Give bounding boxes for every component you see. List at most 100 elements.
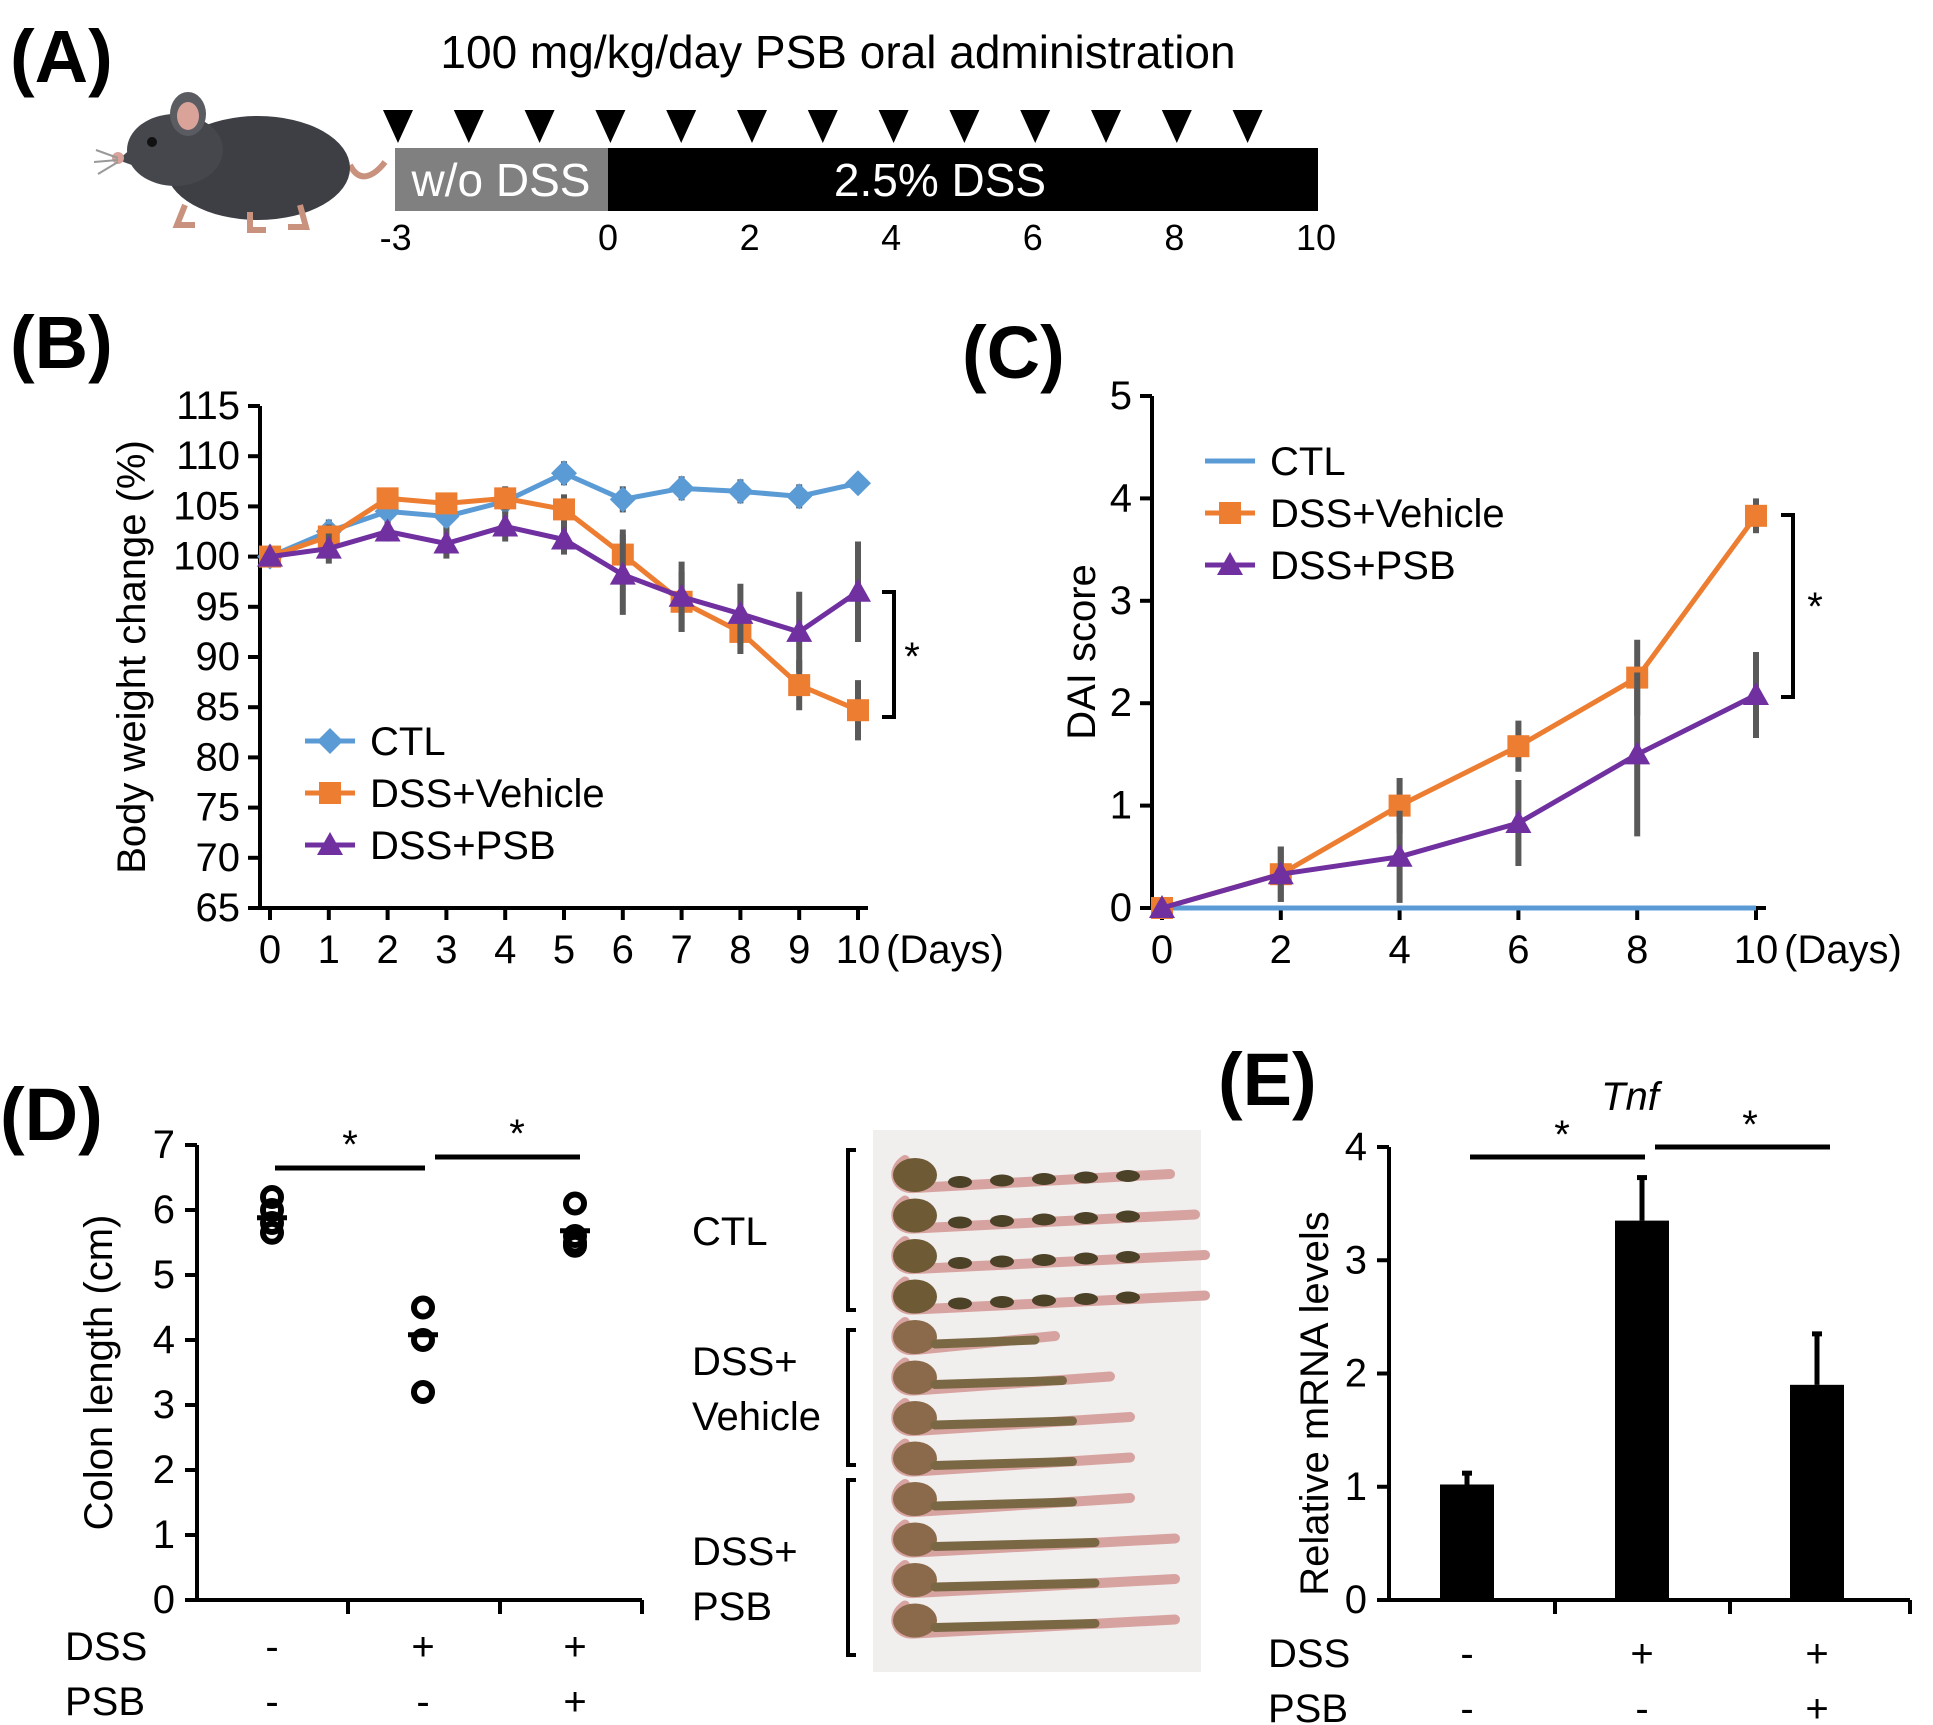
colon-content bbox=[930, 1457, 1077, 1470]
dss-sign: + bbox=[411, 1625, 434, 1669]
panel-b-sig-bracket bbox=[882, 590, 896, 719]
x-tick-label: 4 bbox=[494, 928, 516, 972]
data-point bbox=[494, 487, 517, 510]
photo-group-bracket bbox=[846, 1328, 856, 1467]
data-point bbox=[257, 543, 283, 567]
y-tick-label: 0 bbox=[153, 1578, 175, 1622]
data-point bbox=[553, 498, 575, 521]
cecum bbox=[893, 1482, 937, 1516]
cecum bbox=[893, 1360, 937, 1395]
y-tick-label: 65 bbox=[196, 886, 241, 930]
x-tick-label: 0 bbox=[1151, 928, 1173, 972]
x-tick-label: 7 bbox=[670, 928, 692, 972]
data-point bbox=[315, 535, 342, 559]
data-point bbox=[668, 583, 695, 607]
dose-arrow-icon bbox=[1020, 110, 1051, 143]
data-point bbox=[435, 492, 458, 515]
photo-group-label: CTL bbox=[692, 1210, 768, 1254]
x-tick-label: 6 bbox=[1507, 928, 1529, 972]
panel-d-sig-star-2: * bbox=[509, 1112, 525, 1156]
psb-sign: - bbox=[1635, 1687, 1648, 1725]
dose-arrow-icon bbox=[1232, 110, 1263, 143]
dose-arrow-icon bbox=[878, 110, 909, 143]
panel-c-label: (C) bbox=[962, 311, 1065, 394]
dss-sign: + bbox=[563, 1625, 586, 1669]
data-point bbox=[609, 561, 636, 585]
x-tick-label: 9 bbox=[788, 928, 810, 972]
data-point bbox=[845, 470, 871, 497]
x-axis-label: (Days) bbox=[1784, 928, 1902, 972]
y-tick-label: 105 bbox=[173, 484, 240, 528]
y-tick-label: 115 bbox=[176, 384, 240, 428]
legend-label: CTL bbox=[1270, 440, 1346, 484]
panel-b: (B) 65 70 75 80 85 90 95 100 105 110 115 0 1 2 3 4 5 6 7 8 9… bbox=[10, 301, 1004, 972]
photo-group-label: DSS+ bbox=[692, 1530, 798, 1574]
series-DSS+Vehicle bbox=[1151, 498, 1767, 919]
y-tick-label: 0 bbox=[1345, 1578, 1367, 1622]
pellet bbox=[1074, 1293, 1098, 1305]
mouse-icon bbox=[93, 92, 388, 233]
panel-d-row-dss: DSS bbox=[65, 1625, 147, 1669]
data-point bbox=[376, 487, 399, 510]
y-tick-label: 1 bbox=[1345, 1465, 1367, 1509]
panel-b-label: (B) bbox=[10, 301, 113, 384]
x-tick-label: 10 bbox=[1734, 928, 1779, 972]
x-tick-label: 2 bbox=[1270, 928, 1292, 972]
data-point bbox=[1386, 843, 1413, 867]
photo-group-bracket bbox=[846, 1148, 856, 1312]
pellet bbox=[990, 1255, 1014, 1268]
y-tick-label: 75 bbox=[196, 786, 241, 830]
timeline-tick-label: 8 bbox=[1164, 217, 1184, 258]
dose-arrow-icon bbox=[1091, 110, 1121, 143]
pellet bbox=[948, 1176, 972, 1188]
data-point bbox=[551, 460, 577, 487]
legend: CTL DSS+Vehicle DSS+PSB bbox=[305, 720, 605, 868]
data-point bbox=[609, 486, 636, 513]
cecum bbox=[893, 1239, 937, 1273]
dai-score-chart: 0 1 2 3 4 5 0 2 4 6 8 10 (Days) DAI score CTL DSS+Vehic… bbox=[1060, 374, 1902, 972]
dose-arrow-icon bbox=[383, 110, 413, 143]
series-line bbox=[1161, 692, 1758, 911]
y-tick-label: 4 bbox=[1110, 476, 1132, 520]
x-tick-label: 5 bbox=[553, 928, 575, 972]
legend-marker bbox=[1219, 502, 1241, 524]
pellet bbox=[990, 1174, 1014, 1187]
data-point bbox=[411, 1328, 435, 1352]
legend: CTL DSS+Vehicle DSS+PSB bbox=[1205, 440, 1505, 588]
cecum bbox=[893, 1198, 937, 1233]
x-tick-label: 8 bbox=[729, 928, 751, 972]
dss-sign: - bbox=[1460, 1632, 1473, 1676]
timeline-pre-dss-bar bbox=[395, 148, 608, 211]
pellet bbox=[1116, 1170, 1140, 1182]
cecum bbox=[893, 1320, 937, 1354]
cecum bbox=[893, 1603, 937, 1638]
scatter-group bbox=[408, 1295, 438, 1404]
data-point bbox=[727, 600, 754, 624]
dss-sign: + bbox=[1630, 1632, 1653, 1676]
timeline-pre-dss-label: w/o DSS bbox=[411, 154, 591, 206]
colon-content bbox=[930, 1335, 1040, 1349]
dose-arrow-icon bbox=[524, 110, 555, 143]
panel-d: (D) 0 1 2 3 4 5 6 7 Colon length (cm) * * DSS PS… bbox=[0, 1073, 1210, 1724]
photo-group-label: DSS+ bbox=[692, 1340, 798, 1384]
data-point bbox=[1745, 504, 1767, 527]
bar bbox=[1440, 1484, 1494, 1600]
y-axis-label: Colon length (cm) bbox=[77, 1215, 121, 1531]
y-tick-label: 1 bbox=[153, 1513, 175, 1557]
panel-e-row-psb: PSB bbox=[1268, 1687, 1348, 1725]
data-point bbox=[551, 526, 577, 550]
dss-sign: - bbox=[265, 1625, 278, 1669]
timeline-tick-label: 4 bbox=[881, 217, 901, 258]
y-tick-label: 2 bbox=[1345, 1352, 1367, 1396]
y-tick-label: 100 bbox=[173, 535, 240, 579]
pellet bbox=[948, 1257, 972, 1269]
photo-group-bracket bbox=[846, 1478, 856, 1657]
y-tick-label: 80 bbox=[196, 735, 241, 779]
psb-sign: + bbox=[563, 1680, 586, 1724]
x-tick-label: 0 bbox=[259, 928, 281, 972]
data-point bbox=[845, 578, 871, 602]
dose-arrow-icon bbox=[666, 110, 697, 143]
y-tick-label: 2 bbox=[1110, 681, 1132, 725]
dose-arrow-icon bbox=[1161, 110, 1192, 143]
